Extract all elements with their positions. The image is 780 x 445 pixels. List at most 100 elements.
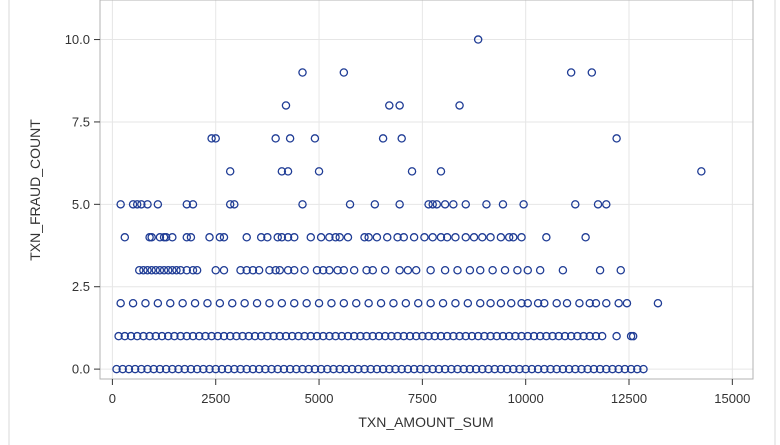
data-point [517,331,526,341]
data-point [475,298,485,308]
data-point [254,364,264,374]
data-point [542,233,551,242]
data-point [378,364,388,374]
data-point [364,233,373,242]
data-point [219,233,229,242]
data-point [265,265,274,275]
data-point [416,364,425,374]
data-point [225,167,235,176]
data-point [176,331,185,341]
data-point [438,298,448,308]
data-point [504,233,514,242]
data-point [354,364,363,374]
data-point [498,331,508,341]
data-point [459,364,468,374]
data-point [323,364,332,374]
data-point [517,298,526,308]
data-point [393,233,402,242]
data-point [252,298,262,308]
data-point [256,233,266,242]
data-point [486,331,495,341]
data-point [614,364,623,374]
data-point [256,331,266,341]
x-tick-label: 5000 [305,391,334,406]
data-point [602,364,611,374]
y-axis-ticks: 0.0 2.5 5.0 7.5 10.0 [65,32,100,377]
data-point [213,331,223,341]
data-point [461,331,471,341]
data-point [277,233,287,242]
data-point [585,331,595,341]
data-point [192,364,202,374]
data-point [554,331,564,341]
data-point [535,331,545,341]
plot-area-frame [99,0,754,380]
data-point [139,265,148,275]
data-point [155,265,165,275]
data-point [337,331,347,341]
data-point [496,233,506,242]
data-point [182,233,192,242]
data-point [137,364,146,374]
data-point [397,134,406,143]
data-point [521,364,530,374]
data-point [370,200,380,209]
data-point [168,364,177,374]
data-point [626,364,636,374]
data-point [519,200,528,209]
x-tick-label: 2500 [201,391,230,406]
data-point [401,298,411,308]
data-point [577,364,586,374]
data-point [411,331,421,341]
data-point [449,200,458,209]
y-tick-label: 2.5 [72,279,90,294]
data-point [362,265,371,275]
data-point [310,134,320,143]
data-point [482,200,491,209]
data-point [589,364,599,374]
data-point [399,331,409,341]
data-point [461,200,471,209]
data-point [455,331,464,341]
data-point [298,200,307,209]
data-point [135,265,144,275]
data-point [697,167,706,176]
data-point [230,200,239,209]
data-point [186,364,196,374]
x-axis-title: TXN_AMOUNT_SUM [358,414,493,430]
y-tick-label: 0.0 [72,362,90,377]
data-point [426,298,435,308]
data-point [540,364,549,374]
data-point [633,364,642,374]
data-point [511,331,520,341]
data-point [449,331,458,341]
data-point [343,331,353,341]
data-point [151,331,161,341]
data-point [424,200,433,209]
data-point [440,364,450,374]
data-point [397,364,406,374]
data-point [283,233,293,242]
data-point [153,200,163,209]
data-point [403,364,413,374]
data-point [428,233,437,242]
data-point [622,298,632,308]
data-point [368,265,378,275]
data-point [420,233,429,242]
data-point [490,364,499,374]
data-point [413,298,423,308]
data-point [275,265,285,275]
data-point [405,331,415,341]
data-point [211,265,220,275]
data-point [281,331,291,341]
data-point [306,331,316,341]
data-point [112,364,121,374]
data-point [552,364,561,374]
data-point [151,265,161,275]
data-point [612,331,621,341]
data-point [215,233,225,242]
data-point [351,298,361,308]
data-point [432,200,442,209]
